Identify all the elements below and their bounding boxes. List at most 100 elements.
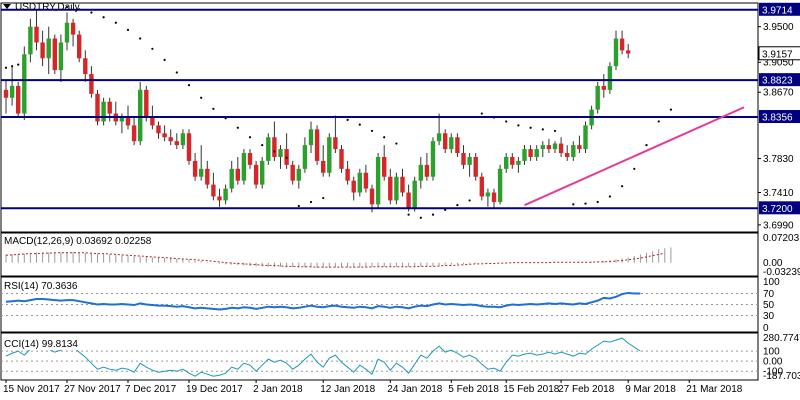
candle-body <box>168 137 173 142</box>
candle-body <box>144 89 149 118</box>
candle-body <box>156 125 161 134</box>
candle-body <box>595 85 600 110</box>
candle-body <box>70 22 76 35</box>
sar-dot <box>102 16 105 19</box>
candle-body <box>162 133 167 138</box>
sar-dot <box>553 129 557 133</box>
sar-dot <box>346 118 349 121</box>
candle-body <box>473 156 478 177</box>
sar-dot <box>212 107 215 110</box>
candle-body <box>199 168 204 177</box>
candle-body <box>613 38 619 67</box>
level-tag-label: 3.9714 <box>762 5 793 16</box>
candle-body <box>369 188 375 205</box>
candle-body <box>400 176 405 193</box>
price-tick-label: 3.8670 <box>763 88 794 99</box>
date-tick-label: 7 Dec 2017 <box>125 384 177 395</box>
candle-body <box>64 22 70 43</box>
collapse-triangle-icon[interactable] <box>3 4 11 9</box>
candle-body <box>327 137 332 173</box>
sar-dot <box>163 58 166 61</box>
sar-dot <box>529 126 532 129</box>
candle-body <box>443 133 448 150</box>
sar-dot <box>17 63 20 66</box>
level-tag-label: 3.7200 <box>762 204 793 215</box>
candle-body <box>217 196 222 201</box>
cci-tick-label: -100 <box>763 367 783 378</box>
candle-body <box>601 85 606 90</box>
sar-dot <box>541 128 544 131</box>
candle-body <box>546 145 552 150</box>
candle-body <box>34 26 39 43</box>
current-price-tag <box>758 46 800 61</box>
date-tick-label: 2 Jan 2018 <box>253 384 303 395</box>
candle-body <box>296 168 301 181</box>
sar-dot <box>407 213 410 216</box>
date-tick-label: 15 Feb 2018 <box>503 384 560 395</box>
sar-dot <box>90 11 93 14</box>
rsi-tick-label: 50 <box>763 300 775 311</box>
pane-frame-1 <box>0 232 759 277</box>
axes: 3.9714 3.8823 3.8356 3.7200 3.9500 3.9050 3.86… <box>3 2 800 395</box>
cci-label: CCI(14) 99.8134 <box>3 339 79 350</box>
candle-body <box>375 156 381 205</box>
macd-tick-label: -0.03239 <box>763 267 800 278</box>
sar-dot <box>596 200 599 204</box>
candle-body <box>89 74 94 94</box>
sar-dot <box>584 202 587 205</box>
sar-dot <box>358 123 361 126</box>
candle-body <box>333 137 338 150</box>
cci-pane <box>1 337 758 377</box>
candle-body <box>424 164 430 177</box>
sar-dot <box>517 124 520 127</box>
candle-body <box>278 149 283 157</box>
sar-dot <box>200 96 203 99</box>
date-tick-label: 24 Jan 2018 <box>387 384 442 395</box>
candle-body <box>504 156 509 169</box>
candle-body <box>272 137 277 157</box>
candle-body <box>394 176 399 201</box>
candle-body <box>229 168 234 189</box>
rsi-tick-label: 100 <box>763 277 780 288</box>
candle-body <box>22 54 27 114</box>
candle-body <box>571 145 576 157</box>
price-pane <box>1 5 758 219</box>
candle-body <box>455 137 460 154</box>
candle-body <box>534 149 539 157</box>
sar-dot <box>285 156 288 159</box>
sar-dot <box>236 126 239 129</box>
candle-body <box>46 38 51 59</box>
symbol-label: USDTRY,Daily <box>15 2 80 13</box>
sar-dot <box>657 120 660 123</box>
candle-body <box>223 188 228 201</box>
level-tag <box>759 110 800 124</box>
candle-body <box>552 143 558 150</box>
current-price-label: 3.9157 <box>762 49 793 60</box>
candle-body <box>138 89 143 142</box>
price-tick-label: 3.9500 <box>763 22 794 33</box>
sar-dot <box>261 144 264 147</box>
sar-dot <box>383 136 386 139</box>
pane-frame-3 <box>0 332 759 381</box>
price-tick-label: 3.7410 <box>763 188 794 199</box>
candle-body <box>351 180 356 193</box>
sar-dot <box>175 71 178 74</box>
candle-body <box>253 164 259 185</box>
candle-body <box>180 133 186 146</box>
sar-dot <box>322 196 325 200</box>
candle-body <box>40 42 45 59</box>
macd-label: MACD(12,26,9) 0.03692 0.02258 <box>3 236 153 247</box>
candle-body <box>131 125 137 142</box>
candle-body <box>241 153 247 181</box>
sar-dot <box>505 120 508 123</box>
cci-tick-label: -187.703 <box>763 371 800 382</box>
sar-dot <box>395 142 398 145</box>
candle-body <box>260 160 265 185</box>
sar-dot <box>645 144 648 147</box>
sar-dot <box>65 5 69 9</box>
candle-body <box>302 145 308 169</box>
date-tick-label: 5 Feb 2018 <box>448 384 499 395</box>
sar-dot <box>273 150 276 153</box>
rsi-line <box>5 291 641 311</box>
